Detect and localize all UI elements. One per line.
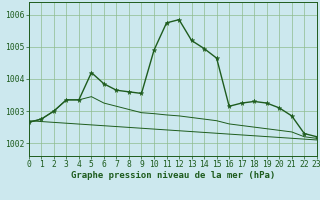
X-axis label: Graphe pression niveau de la mer (hPa): Graphe pression niveau de la mer (hPa) bbox=[71, 171, 275, 180]
